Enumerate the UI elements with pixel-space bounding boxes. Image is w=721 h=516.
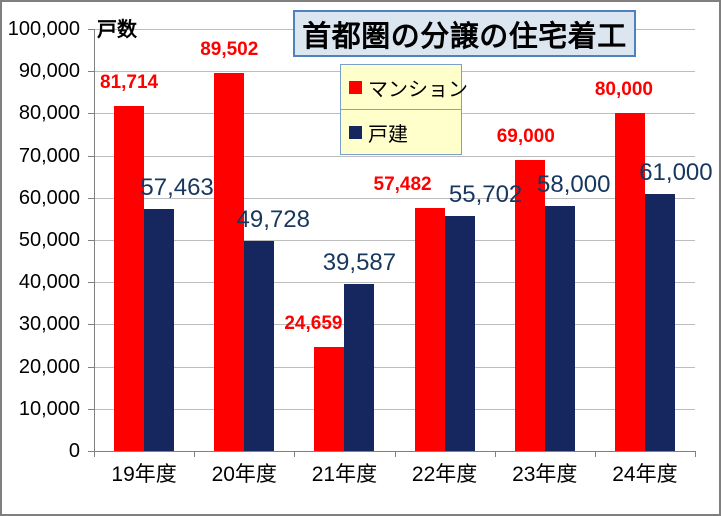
y-axis-tick-label: 80,000 xyxy=(18,102,80,125)
data-label: 39,587 xyxy=(322,248,397,276)
x-axis-category-label: 24年度 xyxy=(612,463,678,486)
x-axis-category-label: 19年度 xyxy=(111,463,177,486)
data-label: 58,000 xyxy=(537,171,611,199)
gridline xyxy=(94,366,695,368)
legend-item: 戸建 xyxy=(341,109,461,154)
legend: マンション 戸建 xyxy=(340,64,468,155)
bar-マンション-19年度 xyxy=(114,106,145,451)
y-axis-tick-label: 0 xyxy=(68,440,80,462)
y-axis-tick xyxy=(88,324,94,326)
legend-swatch-icon xyxy=(349,125,362,139)
y-axis-tick xyxy=(88,71,94,73)
y-axis-tick-label: 60,000 xyxy=(18,186,80,209)
y-axis-tick xyxy=(88,113,94,115)
x-axis-category-label: 22年度 xyxy=(411,463,478,486)
gridline xyxy=(94,240,695,241)
x-axis-line xyxy=(88,451,695,452)
y-axis-tick xyxy=(88,408,94,410)
data-label: 57,482 xyxy=(373,174,432,196)
y-axis-tick xyxy=(88,240,94,241)
data-label: 57,463 xyxy=(140,173,214,201)
bars-layer: 81,714 89,502 24,659 57,482 69,000 80,000 57,4… xyxy=(94,29,713,451)
y-axis-tick-label: 100,000 xyxy=(7,18,80,40)
gridline xyxy=(94,155,695,157)
x-axis-tick xyxy=(695,451,696,457)
data-label: 80,000 xyxy=(594,79,653,101)
x-axis-tick xyxy=(394,451,396,457)
y-axis-tick xyxy=(88,155,94,157)
bar-戸建-21年度 xyxy=(344,283,375,451)
bar-戸建-24年度 xyxy=(644,193,675,451)
bar-マンション-21年度 xyxy=(314,346,345,451)
y-axis-tick-label: 30,000 xyxy=(18,313,80,336)
x-axis-tick xyxy=(194,451,196,457)
x-axis-category-label: 21年度 xyxy=(311,463,378,486)
y-axis-tick-label: 90,000 xyxy=(18,60,80,83)
data-label: 55,702 xyxy=(448,180,523,208)
bar-戸建-20年度 xyxy=(244,241,275,451)
gridline xyxy=(94,408,695,410)
y-axis-tick xyxy=(88,29,94,30)
y-axis-tick xyxy=(88,366,94,368)
x-axis-category-label: 20年度 xyxy=(211,463,277,486)
x-axis-tick xyxy=(494,451,496,457)
y-axis-tick-label: 70,000 xyxy=(18,144,80,167)
data-label: 49,728 xyxy=(236,206,310,234)
data-label: 61,000 xyxy=(639,158,713,186)
x-axis-category-label: 23年度 xyxy=(512,463,578,486)
y-axis-tick-label: 10,000 xyxy=(18,397,80,420)
y-axis-line xyxy=(94,29,95,457)
bar-マンション-22年度 xyxy=(414,208,445,451)
y-axis-tick xyxy=(88,197,94,199)
data-label: 81,714 xyxy=(100,72,159,94)
bar-マンション-24年度 xyxy=(614,113,645,451)
y-axis-tick-label: 40,000 xyxy=(18,271,80,294)
data-label: 69,000 xyxy=(496,125,555,147)
gridline xyxy=(94,282,695,284)
y-axis-tick-label: 50,000 xyxy=(18,229,80,251)
bar-戸建-22年度 xyxy=(444,215,475,451)
legend-item-label: マンション xyxy=(368,78,468,101)
bar-戸建-19年度 xyxy=(144,208,175,451)
x-axis-tick xyxy=(294,451,296,457)
legend-item: マンション xyxy=(341,65,468,109)
legend-swatch-icon xyxy=(349,80,362,94)
y-axis-tick-label: 20,000 xyxy=(18,355,80,378)
x-axis-tick xyxy=(94,451,95,457)
chart-title-box: 首都圏の分譲の住宅着工 xyxy=(293,10,636,57)
chart-title: 首都圏の分譲の住宅着工 xyxy=(302,20,627,53)
gridline xyxy=(94,324,695,326)
bar-マンション-20年度 xyxy=(214,73,245,451)
gridline xyxy=(94,197,695,199)
bar-戸建-23年度 xyxy=(544,206,575,451)
legend-item-label: 戸建 xyxy=(368,123,408,146)
data-label: 89,502 xyxy=(200,39,259,61)
y-axis-tick xyxy=(88,282,94,284)
x-axis-tick xyxy=(594,451,596,457)
y-axis-title: 戸数 xyxy=(97,19,137,41)
data-label: 24,659 xyxy=(284,312,343,334)
bar-マンション-23年度 xyxy=(514,159,545,451)
y-axis-tick xyxy=(88,451,94,452)
